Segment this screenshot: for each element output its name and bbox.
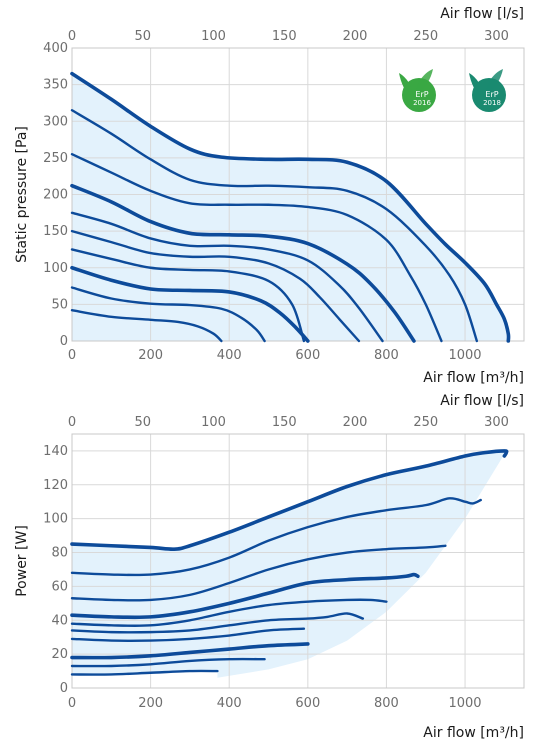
- curve-series-3: [70, 153, 443, 343]
- y-tick-label: 0: [60, 681, 68, 696]
- curve-series-6: [70, 229, 361, 343]
- badge-label: ErP: [485, 90, 498, 99]
- x-axis-label: Air flow [m³/h]: [423, 725, 524, 741]
- curve-series-10: [70, 309, 223, 343]
- y-axis-label: Static pressure [Pa]: [14, 126, 30, 263]
- x-top-tick-label: 250: [413, 415, 438, 430]
- y-tick-label: 0: [60, 334, 68, 349]
- chart-2: 0 200 400 600 800 1000 0 50 100 150 200 250 300 0 20 40…: [14, 393, 525, 741]
- curve-series-1: [70, 449, 509, 551]
- y-tick-label: 20: [51, 647, 68, 662]
- plot-frame: [71, 433, 525, 689]
- curve-series-9: [70, 657, 266, 668]
- leaf-icon: [485, 69, 503, 97]
- x-top-tick-label: 300: [484, 415, 509, 430]
- y-tick-label: 60: [51, 579, 68, 594]
- leaf-icon: [415, 69, 433, 97]
- curve-series-3: [70, 544, 447, 602]
- x-tick-label: 0: [68, 348, 76, 363]
- curve-series-4: [70, 183, 416, 343]
- chart-1: 0 200 400 600 800 1000 0 50 100 150 200 250 300 0 50 10…: [14, 6, 525, 386]
- y-tick-label: 100: [43, 261, 68, 276]
- y-tick-label: 400: [43, 41, 68, 56]
- y-tick-label: 140: [43, 444, 68, 459]
- badge-year: 2018: [483, 99, 501, 107]
- curve-series-7: [70, 248, 306, 343]
- curve-series-8: [70, 265, 310, 343]
- x-tick-label: 1000: [448, 348, 481, 363]
- y-tick-label: 200: [43, 188, 68, 203]
- curve-series-1: [70, 71, 511, 343]
- x-tick-label: 400: [217, 696, 242, 711]
- x-top-tick-label: 0: [68, 29, 76, 44]
- x-top-tick-label: 150: [272, 415, 297, 430]
- x-top-tick-label: 100: [201, 415, 226, 430]
- x-tick-label: 600: [295, 696, 320, 711]
- x-top-tick-label: 200: [343, 415, 368, 430]
- operating-envelope: [72, 73, 509, 341]
- x-axis-label: Air flow [m³/h]: [423, 370, 524, 386]
- x-tick-label: 600: [295, 348, 320, 363]
- y-tick-label: 350: [43, 78, 68, 93]
- y-tick-label: 50: [51, 297, 68, 312]
- x-top-tick-label: 250: [413, 29, 438, 44]
- x-top-tick-label: 50: [134, 29, 151, 44]
- y-tick-label: 120: [43, 478, 68, 493]
- y-tick-label: 40: [51, 613, 68, 628]
- y-axis-label: Power [W]: [14, 525, 30, 597]
- x-tick-label: 400: [217, 348, 242, 363]
- curve-series-9: [70, 286, 266, 343]
- curve-series-6: [70, 612, 365, 634]
- leaf-icon: [399, 73, 413, 99]
- x-tick-label: 800: [374, 696, 399, 711]
- x-tick-label: 800: [374, 348, 399, 363]
- badge-label: ErP: [415, 90, 428, 99]
- curve-series-8: [70, 642, 310, 660]
- x-tick-label: 200: [138, 348, 163, 363]
- x-tick-label: 200: [138, 696, 163, 711]
- x-top-axis-label: Air flow [l/s]: [440, 6, 524, 22]
- curve-series-7: [70, 627, 306, 642]
- y-tick-label: 300: [43, 114, 68, 129]
- y-tick-label: 80: [51, 546, 68, 561]
- curve-series-5: [70, 211, 384, 343]
- curve-series-4: [70, 572, 420, 620]
- x-top-tick-label: 300: [484, 29, 509, 44]
- x-tick-label: 1000: [448, 696, 481, 711]
- curve-series-5: [70, 598, 388, 627]
- x-top-tick-label: 150: [272, 29, 297, 44]
- x-top-tick-label: 0: [68, 415, 76, 430]
- x-top-tick-label: 200: [343, 29, 368, 44]
- plot-frame: [71, 47, 525, 342]
- curve-series-2: [70, 109, 479, 343]
- x-top-tick-label: 50: [134, 415, 151, 430]
- y-tick-label: 100: [43, 512, 68, 527]
- x-tick-label: 0: [68, 696, 76, 711]
- y-tick-label: 250: [43, 151, 68, 166]
- curve-series-10: [70, 669, 219, 676]
- badge-year: 2016: [413, 99, 431, 107]
- x-top-tick-label: 100: [201, 29, 226, 44]
- curve-series-2: [70, 497, 482, 577]
- x-top-axis-label: Air flow [l/s]: [440, 393, 524, 409]
- y-tick-label: 150: [43, 224, 68, 239]
- leaf-icon: [469, 73, 483, 99]
